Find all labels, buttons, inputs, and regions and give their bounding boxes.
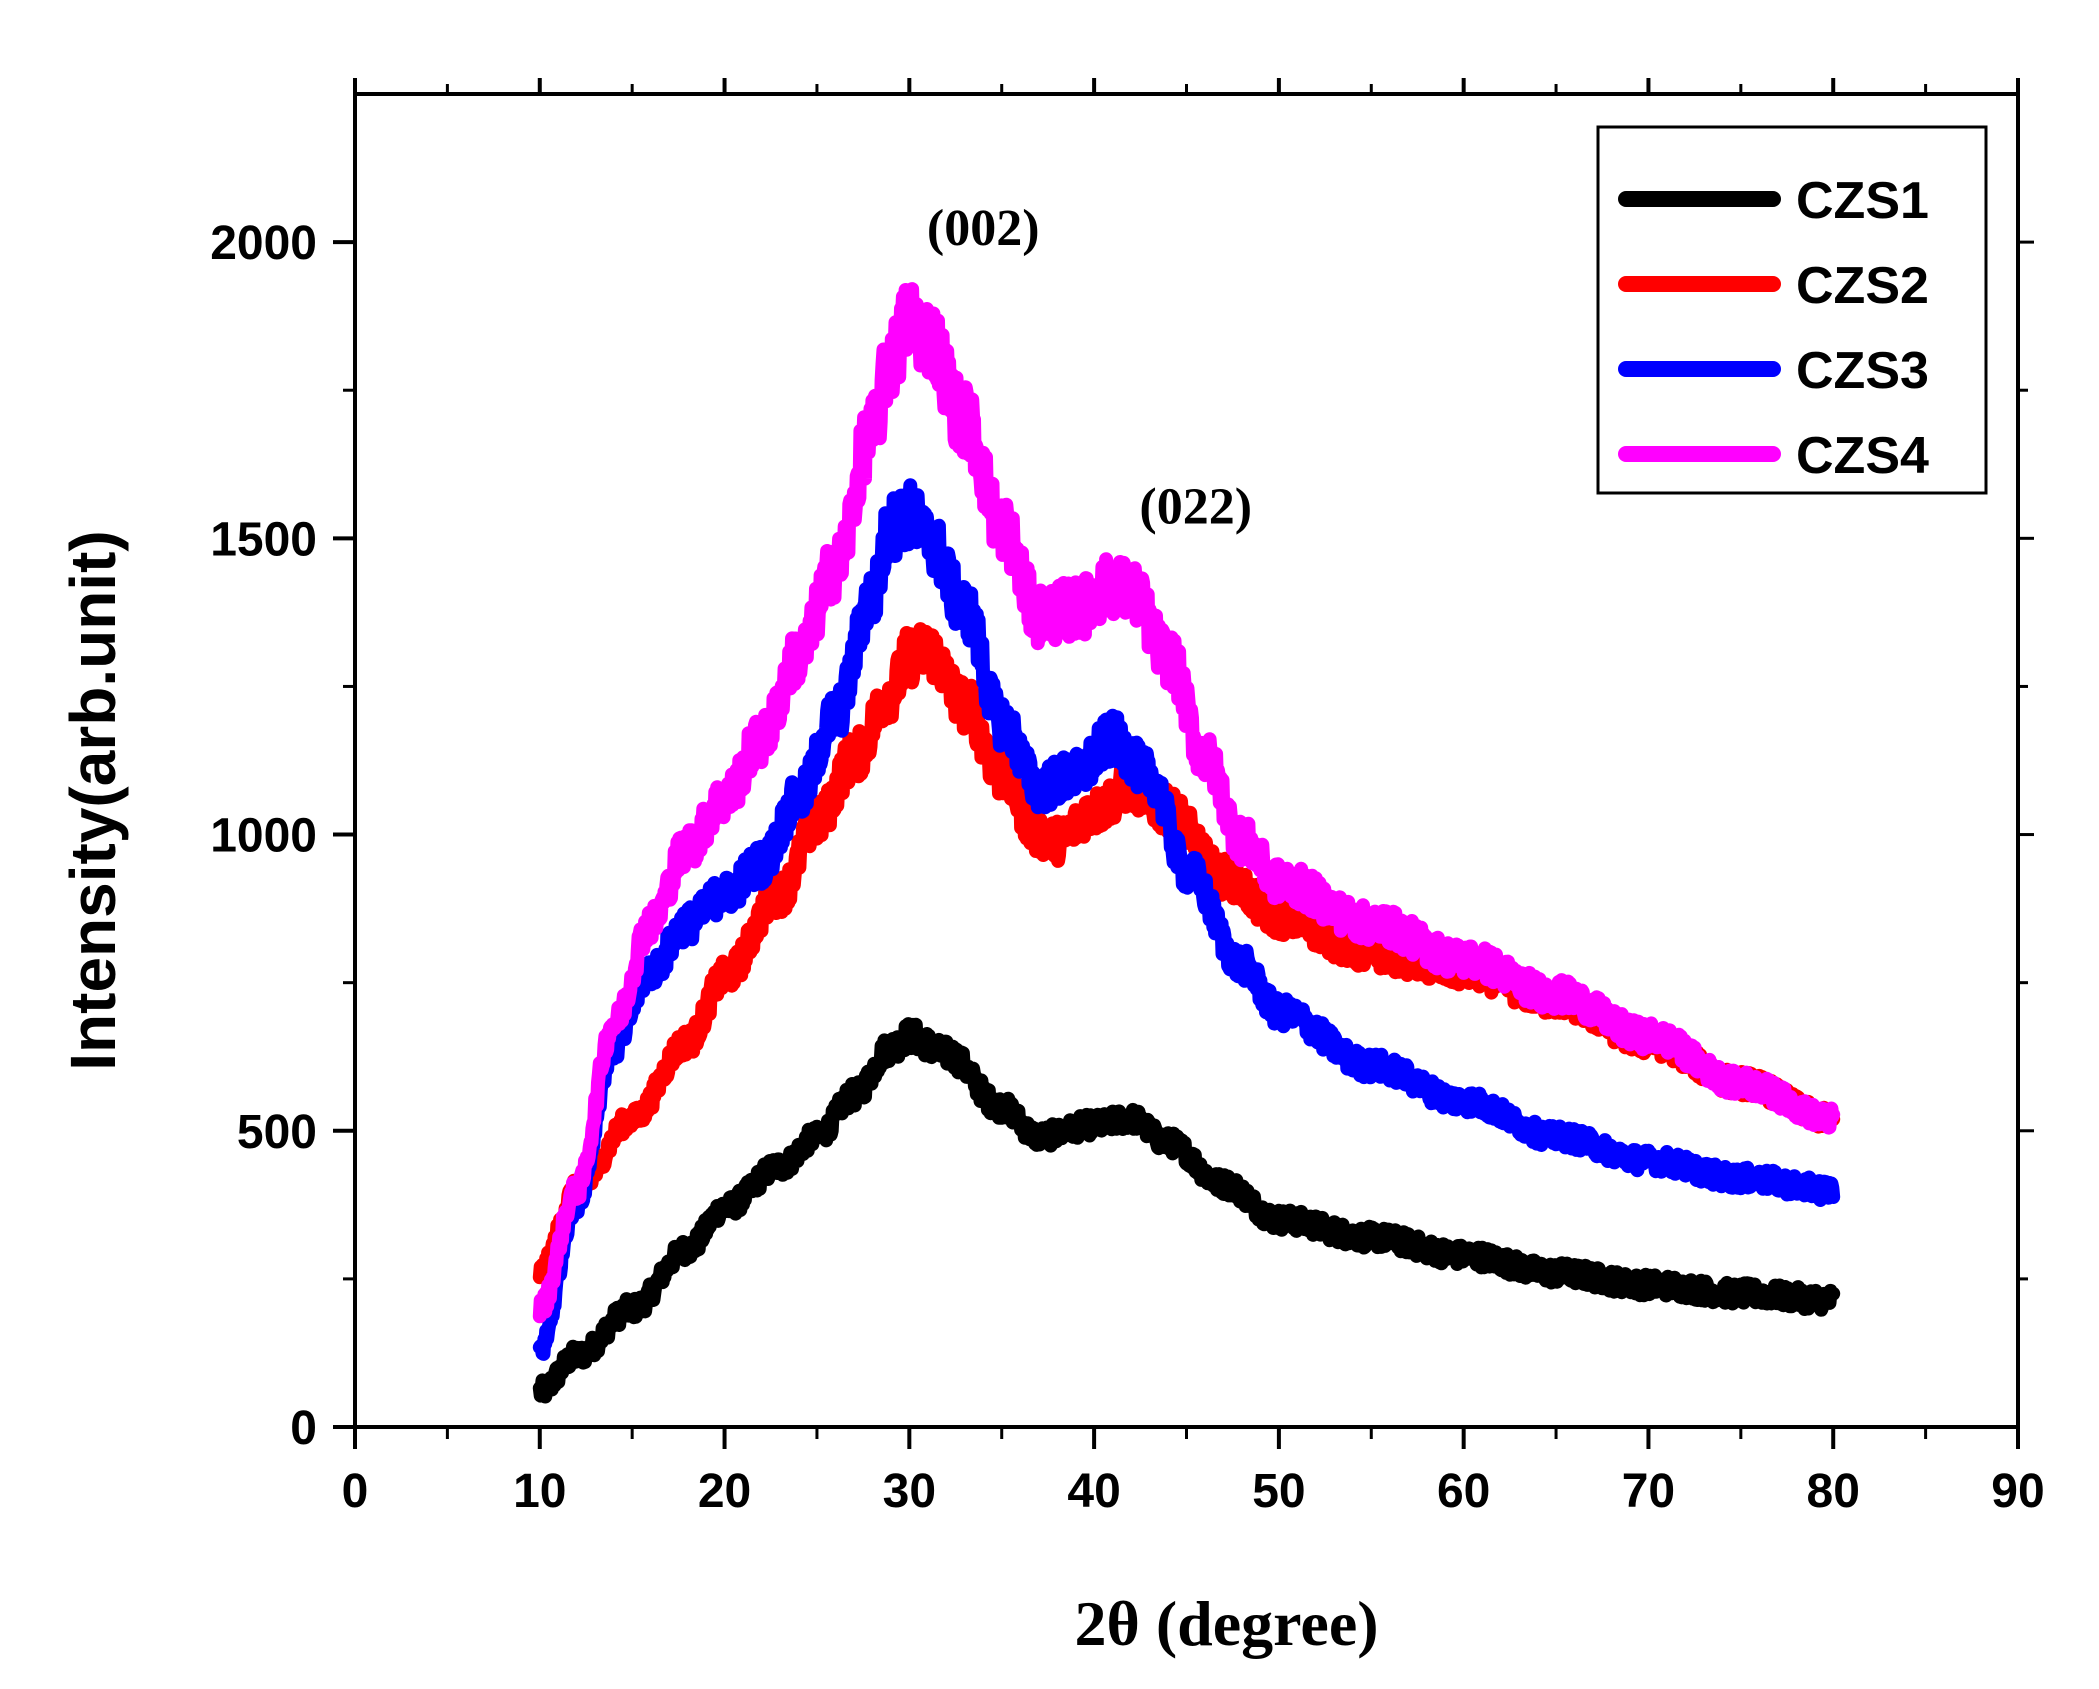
legend-label-czs4: CZS4 [1796, 427, 1929, 485]
series-line-czs1 [532, 1017, 1841, 1404]
legend: CZS1 CZS2 CZS3 CZS4 [1596, 125, 1988, 495]
legend-label-czs2: CZS2 [1796, 257, 1929, 315]
x-axis-title: 2θ (degree) [1074, 1588, 1378, 1659]
legend-box [1596, 125, 1988, 495]
x-tick-label-30: 30 [883, 1465, 936, 1518]
ticks-layer [333, 78, 2034, 1449]
y-tick-label-1500: 1500 [210, 513, 317, 566]
legend-label-czs3: CZS3 [1796, 342, 1929, 400]
x-tick-label-70: 70 [1622, 1465, 1675, 1518]
x-tick-label-80: 80 [1807, 1465, 1860, 1518]
series-line-czs4 [532, 282, 1841, 1324]
x-tick-label-0: 0 [342, 1465, 369, 1518]
x-tick-label-60: 60 [1437, 1465, 1490, 1518]
peak-annotation-022: (022) [1139, 479, 1252, 536]
series-line-czs3 [532, 478, 1841, 1361]
x-tick-label-90: 90 [1991, 1465, 2044, 1518]
series-layer [532, 282, 1841, 1404]
y-tick-label-500: 500 [237, 1106, 317, 1159]
y-axis-title: Intensity(arb.unit) [57, 530, 129, 1070]
y-tick-label-2000: 2000 [210, 217, 317, 270]
legend-label-czs1: CZS1 [1796, 172, 1929, 230]
x-tick-label-40: 40 [1067, 1465, 1120, 1518]
x-tick-label-20: 20 [698, 1465, 751, 1518]
x-tick-label-50: 50 [1252, 1465, 1305, 1518]
y-tick-label-0: 0 [290, 1402, 317, 1455]
tick-labels: 0 10 20 30 40 50 60 70 80 90 0 500 1000 1500 2000 [210, 217, 2044, 1518]
peak-annotation-002: (002) [927, 200, 1040, 257]
y-tick-label-1000: 1000 [210, 810, 317, 863]
x-tick-label-10: 10 [513, 1465, 566, 1518]
